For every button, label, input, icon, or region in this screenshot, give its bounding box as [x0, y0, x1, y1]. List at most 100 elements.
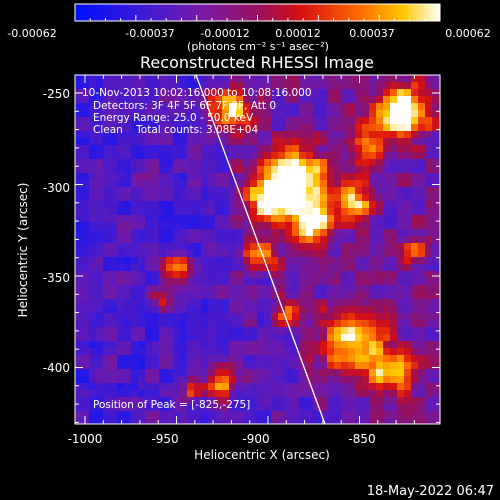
map-cell — [187, 124, 195, 132]
map-cell — [299, 124, 307, 132]
map-cell — [278, 159, 286, 167]
map-cell — [425, 334, 433, 342]
map-cell — [173, 250, 181, 258]
map-cell — [397, 215, 405, 223]
map-cell — [201, 103, 209, 111]
map-cell — [75, 138, 83, 146]
map-cell — [250, 159, 258, 167]
map-cell — [194, 124, 202, 132]
map-cell — [131, 110, 139, 118]
map-cell — [180, 278, 188, 286]
map-cell — [264, 348, 272, 356]
map-cell — [299, 404, 307, 412]
map-cell — [152, 355, 160, 363]
map-cell — [369, 369, 377, 377]
map-cell — [110, 313, 118, 321]
map-cell — [208, 376, 216, 384]
map-cell — [124, 96, 132, 104]
map-cell — [306, 292, 314, 300]
map-cell — [110, 82, 118, 90]
map-cell — [117, 222, 125, 230]
map-cell — [124, 222, 132, 230]
map-cell — [334, 292, 342, 300]
y-tick-label: -300 — [43, 181, 70, 195]
map-cell — [341, 194, 349, 202]
map-cell — [250, 110, 258, 118]
map-cell — [159, 285, 167, 293]
map-cell — [89, 201, 97, 209]
map-cell — [348, 334, 356, 342]
map-cell — [376, 124, 384, 132]
map-cell — [383, 173, 391, 181]
map-cell — [355, 222, 363, 230]
map-cell — [124, 236, 132, 244]
map-cell — [376, 355, 384, 363]
map-cell — [411, 313, 419, 321]
map-cell — [117, 250, 125, 258]
map-cell — [159, 110, 167, 118]
map-cell — [103, 208, 111, 216]
map-cell — [264, 285, 272, 293]
map-cell — [376, 383, 384, 391]
map-cell — [201, 264, 209, 272]
map-cell — [257, 320, 265, 328]
map-cell — [320, 187, 328, 195]
map-cell — [75, 264, 83, 272]
map-cell — [334, 264, 342, 272]
map-cell — [110, 194, 118, 202]
map-cell — [376, 362, 384, 370]
map-cell — [376, 173, 384, 181]
map-cell — [376, 292, 384, 300]
map-cell — [152, 362, 160, 370]
map-cell — [159, 187, 167, 195]
map-cell — [110, 75, 118, 83]
map-cell — [355, 257, 363, 265]
map-cell — [327, 201, 335, 209]
map-cell — [75, 201, 83, 209]
map-cell — [355, 180, 363, 188]
map-cell — [376, 390, 384, 398]
map-cell — [187, 313, 195, 321]
map-cell — [397, 320, 405, 328]
map-cell — [334, 362, 342, 370]
map-cell — [257, 159, 265, 167]
map-cell — [397, 397, 405, 405]
map-cell — [145, 285, 153, 293]
map-cell — [397, 418, 405, 424]
map-cell — [383, 369, 391, 377]
map-cell — [96, 145, 104, 153]
map-cell — [383, 334, 391, 342]
map-cell — [201, 418, 209, 424]
map-cell — [285, 243, 293, 251]
map-cell — [236, 369, 244, 377]
map-cell — [75, 187, 83, 195]
map-cell — [222, 138, 230, 146]
map-cell — [159, 334, 167, 342]
map-cell — [138, 110, 146, 118]
map-cell — [348, 180, 356, 188]
map-cell — [159, 103, 167, 111]
map-cell — [131, 327, 139, 335]
map-cell — [250, 145, 258, 153]
map-cell — [180, 257, 188, 265]
map-cell — [376, 222, 384, 230]
map-cell — [341, 152, 349, 160]
map-cell — [418, 376, 426, 384]
map-cell — [404, 411, 412, 419]
map-cell — [327, 320, 335, 328]
map-cell — [320, 222, 328, 230]
map-cell — [320, 208, 328, 216]
map-cell — [131, 75, 139, 83]
map-cell — [187, 334, 195, 342]
map-cell — [299, 362, 307, 370]
map-cell — [369, 362, 377, 370]
map-cell — [376, 418, 384, 424]
map-cell — [397, 75, 405, 83]
map-cell — [145, 152, 153, 160]
map-cell — [432, 229, 440, 237]
map-cell — [404, 117, 412, 125]
map-cell — [411, 271, 419, 279]
map-cell — [383, 222, 391, 230]
map-cell — [89, 278, 97, 286]
